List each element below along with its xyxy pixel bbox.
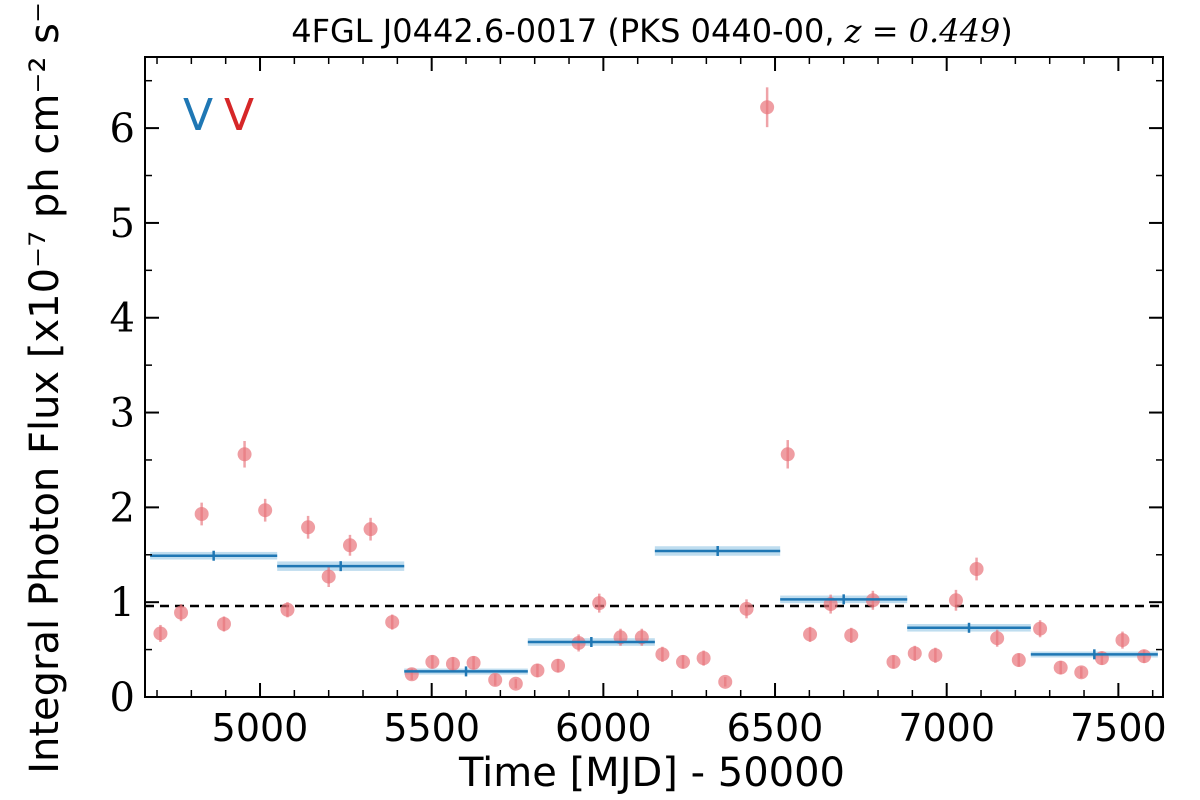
bayesian-blocks [150, 545, 1158, 677]
flux-point [592, 596, 607, 611]
flux-point [655, 647, 670, 662]
chart-title-prefix: 4FGL J0442.6-0017 (PKS 0440-00, [291, 12, 844, 50]
flux-point [466, 655, 481, 670]
flux-point [1137, 649, 1152, 664]
flux-point [948, 593, 963, 608]
flux-point [488, 672, 503, 687]
flux-point [237, 447, 252, 462]
flux-point [404, 667, 419, 682]
y-tick-label: 4 [110, 296, 135, 342]
flux-point [928, 648, 943, 663]
chart-title: 4FGL J0442.6-0017 (PKS 0440-00, z = 0.44… [291, 12, 1013, 50]
variability-marker-blue: V [183, 90, 213, 141]
x-tick-label: 7500 [1070, 706, 1167, 750]
flux-point [739, 601, 754, 616]
flux-point [760, 100, 775, 115]
variability-marker-red: V [224, 90, 254, 141]
flux-point [321, 569, 336, 584]
flux-point [886, 654, 901, 669]
flux-point [718, 674, 733, 689]
flux-point [676, 654, 691, 669]
flux-point [551, 658, 566, 673]
flux-point [969, 562, 984, 576]
flux-point [363, 522, 378, 537]
flux-point [385, 615, 400, 630]
y-tick-label: 3 [110, 391, 135, 437]
flux-point [990, 631, 1005, 646]
y-axis-label: Integral Photon Flux [x10⁻⁷ ph cm⁻² s⁻¹] [22, 0, 68, 774]
x-tick-label: 5000 [212, 706, 309, 750]
flux-point [1011, 653, 1026, 668]
flux-point [530, 663, 545, 678]
tick-labels: 5000 5500 6000 6500 7000 7500 0 1 2 3 4 5 6 [110, 106, 1167, 750]
flux-point [194, 507, 209, 522]
y-tick-label: 1 [110, 580, 135, 626]
chart-title-suffix: ) [1000, 12, 1012, 50]
flux-point [153, 626, 168, 641]
y-tick-label: 6 [110, 106, 135, 152]
flux-point [844, 628, 859, 643]
flux-point [696, 651, 711, 666]
flux-point [1033, 621, 1048, 636]
flux-point [342, 538, 357, 553]
flux-point [280, 602, 295, 617]
flux-point [301, 520, 316, 535]
flux-point [216, 616, 231, 631]
flux-point [445, 656, 460, 671]
x-axis-label: Time [MJD] - 50000 [458, 750, 845, 796]
flux-point [1115, 633, 1130, 648]
x-tick-label: 6000 [555, 706, 652, 750]
flux-point [780, 447, 795, 462]
plot-frame [144, 56, 1164, 698]
flux-point [258, 503, 273, 518]
y-tick-label: 2 [110, 485, 135, 531]
y-tick-label: 5 [110, 201, 135, 247]
x-tick-label: 6500 [727, 706, 824, 750]
axis-ticks [145, 57, 1163, 698]
flux-point [508, 676, 523, 691]
x-tick-label: 5500 [383, 706, 480, 750]
y-tick-label: 0 [110, 675, 135, 721]
flux-point [1074, 665, 1089, 680]
flux-point [425, 654, 440, 669]
flux-point [907, 646, 922, 661]
flux-point [803, 627, 818, 642]
flux-point [174, 605, 189, 620]
flux-points [153, 87, 1152, 691]
chart-title-redshift: z = 0.449 [844, 12, 1001, 50]
x-tick-label: 7000 [898, 706, 995, 750]
flux-point [1053, 660, 1068, 675]
